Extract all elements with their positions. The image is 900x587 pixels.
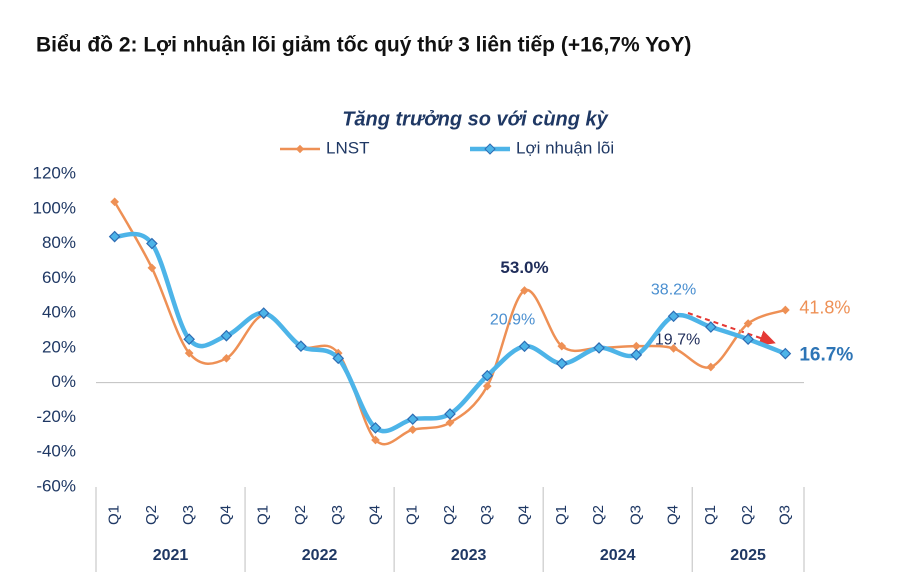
marker [779,347,792,360]
y-tick-label: -20% [36,407,76,426]
data-label: 16.7% [799,345,853,366]
y-tick-label: 60% [42,268,76,287]
y-tick-label: 0% [51,372,76,391]
marker [184,348,194,358]
marker [742,333,754,346]
trend-arrow [687,312,776,346]
year-label: 2023 [451,547,487,564]
marker [518,340,531,353]
marker [593,342,605,354]
marker [631,341,641,351]
marker [704,321,717,333]
marker [408,425,418,434]
y-tick-label: 40% [42,303,76,322]
marker [220,329,233,342]
marker [146,237,158,250]
marker [257,307,270,319]
marker [743,319,753,328]
x-tick-label: Q3 [329,505,346,525]
x-tick-label: Q4 [665,505,682,525]
x-tick-label: Q1 [106,505,123,525]
marker [332,352,345,365]
x-tick-label: Q2 [292,505,309,525]
marker [183,333,196,346]
marker [482,381,492,391]
marker [444,408,456,420]
y-tick-label: -60% [36,476,76,495]
x-tick-label: Q4 [217,505,234,525]
x-tick-label: Q2 [441,505,458,525]
data-label: 41.8% [799,298,850,318]
y-tick-label: 20% [42,337,76,356]
x-tick-label: Q3 [478,505,495,525]
x-tick-label: Q3 [180,505,197,525]
year-label: 2024 [600,547,636,564]
marker [520,286,529,295]
data-label: 38.2% [651,281,696,298]
x-tick-label: Q3 [776,505,793,525]
marker [669,344,678,353]
marker [369,422,382,434]
y-tick-label: 80% [42,233,76,252]
x-tick-label: Q2 [590,505,607,525]
marker [630,348,643,361]
marker [481,369,494,382]
marker [147,263,157,273]
x-tick-label: Q2 [143,505,160,525]
series-line [113,201,786,446]
marker [110,197,119,207]
marker [108,230,121,243]
marker [371,435,380,445]
x-tick-label: Q2 [739,505,756,525]
x-tick-label: Q4 [515,505,532,525]
y-tick-label: 120% [33,163,76,182]
legend-label: Lợi nhuận lõi [516,138,614,157]
data-label: 19.7% [655,332,700,349]
x-tick-label: Q3 [627,505,644,525]
chart-title: Tăng trưởng so với cùng kỳ [342,108,608,130]
data-label: 20.9% [490,312,535,329]
data-label: 53.0% [500,258,548,277]
legend-marker [295,144,305,154]
marker [706,362,716,372]
x-tick-label: Q1 [702,505,719,525]
marker [222,353,231,363]
marker [555,357,568,370]
y-tick-label: 100% [33,198,76,217]
x-tick-label: Q1 [553,505,570,525]
marker [781,305,790,315]
marker [667,310,680,323]
legend-marker [484,143,496,155]
marker [295,340,307,352]
marker [445,418,455,428]
y-tick-label: -40% [36,442,76,461]
year-label: 2022 [302,547,338,564]
x-tick-label: Q1 [404,505,421,525]
marker [406,413,419,426]
page-title: Biểu đồ 2: Lợi nhuận lõi giảm tốc quý th… [36,34,691,57]
x-tick-label: Q1 [255,505,272,525]
marker [557,341,567,351]
year-label: 2021 [153,547,189,564]
legend-label: LNST [326,138,369,157]
year-label: 2025 [730,547,766,564]
x-tick-label: Q4 [366,505,383,525]
